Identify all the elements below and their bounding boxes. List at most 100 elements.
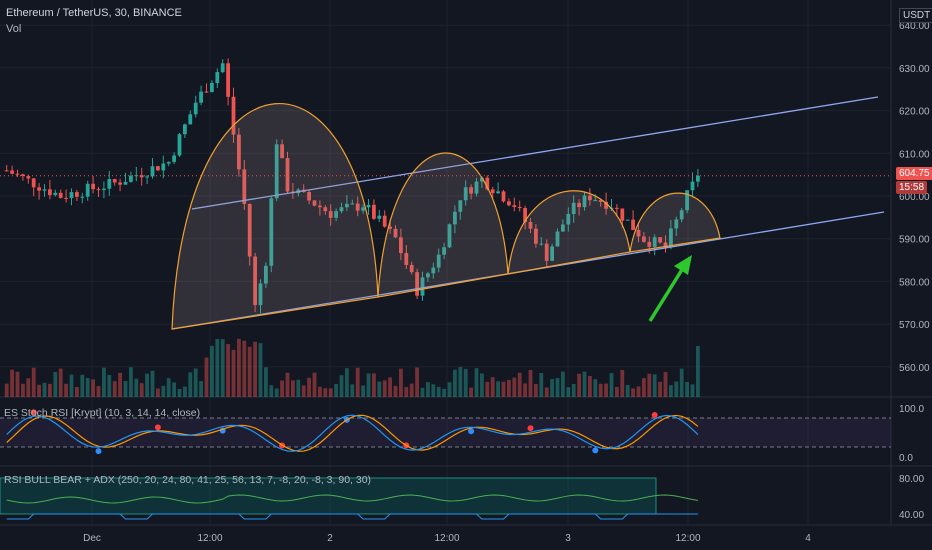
volume-bar [177,388,182,397]
volume-bar [107,374,112,397]
volume-bar [134,378,139,397]
time-tick-label: 3 [565,533,571,544]
rsi-panel: 80.00 40.00 [0,474,924,521]
arrow-head [674,255,692,275]
volume-bar [188,372,193,397]
candle-body [507,201,511,206]
volume-bar [193,368,198,397]
candle-body [242,169,247,204]
volume-bar [571,383,576,397]
candle-body [139,175,144,178]
volume-bar [436,386,441,397]
volume-bar [517,372,522,397]
price-tick-label: 590.00 [899,235,930,246]
time-tick-label: 4 [805,533,811,544]
candle-body [415,272,419,296]
volume-bar [566,387,571,397]
candle-body [517,206,522,209]
candle-body [534,228,538,244]
volume-bar [69,374,74,397]
candle-body [474,181,479,194]
volume-bar [490,377,495,397]
price-tick-label: 610.00 [899,149,930,160]
volume-bar [226,344,230,397]
volume-bar [550,379,554,397]
candle-body [604,201,608,209]
volume-bar [312,372,317,397]
channel-upper-line [191,96,879,210]
volume-bar [361,385,365,397]
volume-bar [399,368,403,397]
time-tick-label: 12:00 [434,533,459,544]
volume-bar [80,374,85,397]
volume-bar [199,381,203,397]
overbought-dot [651,412,658,419]
candle-body [80,196,85,198]
candle-body [204,91,209,93]
candle-body [685,190,689,211]
stoch-rsi-title[interactable]: ES Stoch RSI [Krypt] (10, 3, 14, 14, clo… [4,407,201,419]
candle-body [480,177,484,182]
volume-bar [426,382,430,397]
volume-bar [496,381,500,397]
volume-bar [609,373,614,397]
volume-bar [685,382,689,397]
rsi-tick-label: 40.00 [899,510,924,521]
candle-body [447,224,452,248]
candle-body [10,170,14,174]
volume-bar [625,384,630,397]
volume-bar [183,386,187,397]
volume-bar [647,373,652,397]
volume-bar [539,372,544,397]
volume-bar [112,381,117,397]
volume-bar [161,385,166,397]
candle-body [679,210,684,220]
candle-body [58,192,63,198]
price-tick-label: 630.00 [899,64,930,75]
oversold-dot [592,447,599,454]
candle-body [247,203,252,257]
candle-body [571,202,576,214]
candle-body [264,265,268,284]
candle-body [328,211,333,218]
candle-body [145,176,149,178]
volume-bar [253,341,257,397]
candle-body [199,91,203,103]
volume-bar [512,377,517,397]
candle-body [26,176,31,179]
candle-body [620,208,625,221]
rsi-adx-title[interactable]: RSI BULL BEAR + ADX (250, 20, 24, 80, 41… [4,474,372,486]
candle-body [382,215,387,227]
candle-body [37,187,41,191]
volume-bar [145,373,149,397]
volume-bar [118,372,122,397]
candle-body [615,207,619,209]
volume-label: Vol [6,23,22,35]
volume-bar [129,367,133,397]
volume-bar [593,379,598,397]
currency-label[interactable]: USDT [899,8,932,23]
overbought-dot [527,425,534,432]
volume-bar [264,367,268,397]
volume-bar [696,346,700,397]
volume-bar [323,388,328,397]
candle-body [377,215,382,219]
candle-body [674,219,679,229]
stoch-k-line [6,414,699,452]
volume-bar [166,378,171,397]
candle-body [31,178,36,188]
candle-body [593,200,598,202]
volume-bar [242,340,247,397]
volume-bar [636,386,641,397]
volume-bar [64,383,68,397]
rsi-zone [0,477,657,515]
volume-bar [690,384,695,397]
candle-body [361,207,365,211]
candle-body [523,208,527,223]
volume-bar [269,385,274,397]
candle-body [566,213,571,225]
candle-body [210,83,214,93]
volume-bar [453,369,457,397]
candle-body [177,134,182,156]
